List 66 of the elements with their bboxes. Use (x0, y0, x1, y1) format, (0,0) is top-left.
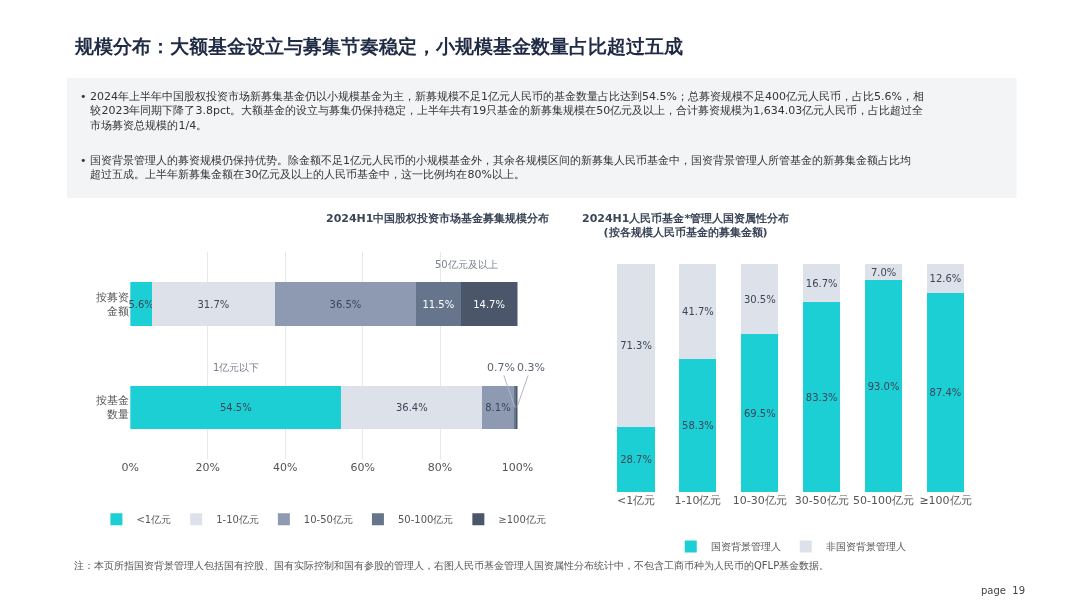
text: • 国资背景管理人的募资规模仍保持优势。除金额不足1亿元人民币的小规模基金外，其余各规模区间的新募集人民币基金中，国资背景管理人所管基金的新募集金额占比均超过五成。上半年新募集金额在30亿元及以上的人民币基金中，这一比例均在80%以上。 (80, 154, 911, 182)
data-label: 93.0% (867, 380, 900, 392)
data-label: 87.4% (929, 387, 962, 399)
data-label: 12.6% (929, 273, 962, 285)
legend-label: 国资背景管理人 (710, 541, 781, 553)
data-label: 28.7% (620, 454, 652, 466)
x-tick-label: 20% (195, 461, 220, 475)
x-tick-label: 60% (350, 461, 375, 475)
bar (865, 280, 903, 493)
x-tick-label: 40% (272, 461, 298, 475)
bar (803, 302, 841, 493)
bar (926, 293, 965, 493)
bar (130, 385, 342, 430)
x-tick-label: ≥100亿元 (919, 494, 972, 508)
bar (416, 282, 461, 326)
bar (617, 427, 655, 493)
data-label: 69.5% (743, 407, 776, 419)
data-label: 8.1% (485, 401, 511, 413)
bar (274, 282, 417, 326)
chart-title: 2024H1中国股权投资市场基金募集规模分布 (326, 212, 550, 225)
legend-label: 1-10亿元 (216, 514, 259, 526)
legend-label: <1亿元 (136, 514, 172, 526)
data-label: 30.5% (743, 293, 776, 305)
x-tick-label: 30-50亿元 (794, 494, 849, 508)
data-label: 7.0% (870, 266, 897, 278)
data-label: 41.7% (682, 306, 714, 318)
bar (803, 264, 841, 303)
x-tick-label: 1-10亿元 (674, 494, 722, 508)
data-label: 36.4% (395, 401, 428, 413)
annotation: 1亿元以下 (213, 362, 260, 373)
data-label: 58.3% (682, 420, 714, 432)
bar (679, 359, 717, 493)
data-label: 54.5% (219, 401, 252, 413)
y-tick-label: 按募资金额 (96, 290, 130, 318)
x-tick-label: 100% (501, 461, 534, 475)
bar (617, 264, 655, 427)
bar (460, 282, 518, 326)
legend-label: 50-100亿元 (397, 514, 454, 526)
bar (741, 264, 779, 334)
bar (741, 333, 779, 493)
x-tick-label: 0% (121, 461, 140, 475)
data-label: 14.7% (473, 298, 505, 310)
legend-label: ≥100亿元 (498, 514, 546, 526)
legend-label: 非国资背景管理人 (825, 541, 906, 553)
x-tick-label: 10-30亿元 (732, 494, 787, 508)
bar (482, 385, 514, 430)
data-label: 71.3% (620, 340, 652, 352)
text: 注：本页所指国资背景管理人包括国有控股、国有实际控制和国有参股的管理人，右图人民币基金管理人国资属性分布统计中，不包含工商币种为人民币的QFLP基金数据。 (74, 560, 830, 571)
legend-label: 10-50亿元 (303, 514, 353, 526)
data-label: 0.3% (517, 361, 545, 374)
chart-title: 2024H1人民币基金*管理人国资属性分布 (按各规模人民币基金的募集金额) (582, 212, 790, 240)
data-label: 31.7% (197, 298, 230, 310)
data-label: 83.3% (805, 391, 838, 403)
text: • 2024年上半年中国股权投资市场新募集基金仍以小规模基金为主，新募规模不足1亿元人民币的基金数量占比达到54.5%；总募资规模不足400亿元人民币，占比5.6%，相较2023年同期下降了3.8pct。大额基金的设立与募集仍保持稳定，上半年共有19只基金的新募集规模在50亿元及以上，合计募资规模为1,634.03亿元人民币，占比超过全市场募资总规模的1/4。 (80, 90, 924, 132)
text: 规模分布：大额基金设立与募集节奏稳定，小规模基金数量占比超过五成 (74, 35, 683, 57)
text: page 19 (981, 585, 1026, 596)
data-label: 0.7% (487, 361, 515, 374)
x-tick-label: 80% (427, 461, 453, 475)
x-tick-label: 50-100亿元 (853, 494, 915, 508)
annotation: 50亿元及以上 (435, 259, 498, 270)
bar (679, 264, 717, 360)
y-tick-label: 按基金数量 (96, 394, 130, 422)
data-label: 16.7% (805, 277, 838, 289)
data-label: 11.5% (422, 298, 455, 310)
x-tick-label: <1亿元 (616, 494, 656, 508)
data-label: 36.5% (329, 298, 362, 310)
